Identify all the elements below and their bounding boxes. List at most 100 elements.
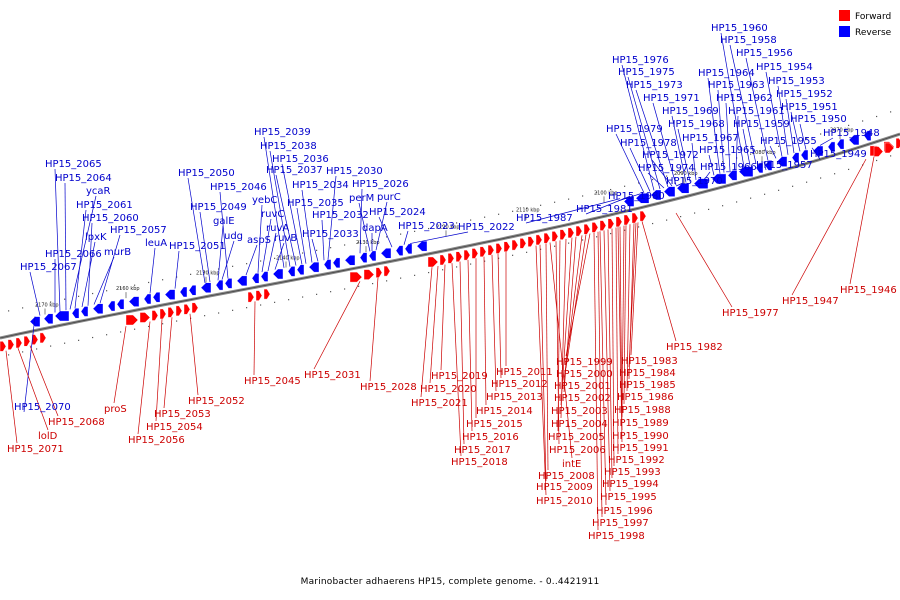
forward-gene-arrow[interactable] (383, 265, 391, 277)
reverse-gene-label[interactable]: HP15_1975 (618, 67, 675, 78)
reverse-gene-arrow[interactable] (663, 186, 676, 197)
forward-gene-arrow[interactable] (503, 241, 511, 252)
reverse-gene-label[interactable]: HP15_1963 (708, 80, 765, 91)
reverse-gene-label[interactable]: HP15_1976 (612, 55, 669, 66)
forward-gene-label[interactable]: HP15_1947 (782, 296, 839, 307)
reverse-gene-label[interactable]: HP15_2070 (14, 402, 71, 413)
forward-gene-label[interactable]: HP15_2018 (451, 457, 508, 468)
reverse-gene-label[interactable]: HP15_1956 (736, 48, 793, 59)
forward-gene-arrow[interactable] (527, 236, 535, 247)
forward-gene-arrow[interactable] (495, 243, 503, 254)
forward-gene-arrow[interactable] (543, 232, 551, 244)
reverse-gene-label[interactable]: galE (213, 216, 235, 227)
reverse-gene-label[interactable]: HP15_2057 (110, 225, 167, 236)
forward-gene-label[interactable]: HP15_1946 (840, 285, 897, 296)
reverse-gene-arrow[interactable] (776, 156, 788, 167)
reverse-gene-label[interactable]: HP15_2024 (369, 207, 426, 218)
forward-gene-arrow[interactable] (255, 290, 263, 301)
forward-gene-arrow[interactable] (599, 220, 607, 231)
forward-gene-label[interactable]: HP15_2000 (556, 369, 613, 380)
forward-gene-arrow[interactable] (583, 224, 591, 235)
reverse-gene-label[interactable]: ruvC (261, 209, 284, 220)
forward-gene-label[interactable]: HP15_1977 (722, 308, 779, 319)
reverse-gene-label[interactable]: yebC (252, 195, 277, 206)
forward-gene-label[interactable]: HP15_2015 (466, 419, 523, 430)
forward-gene-label[interactable]: HP15_1992 (608, 455, 665, 466)
reverse-gene-arrow[interactable] (152, 292, 161, 303)
forward-gene-arrow[interactable] (125, 314, 139, 326)
reverse-gene-arrow[interactable] (308, 261, 320, 273)
reverse-gene-arrow[interactable] (143, 293, 152, 305)
reverse-gene-arrow[interactable] (164, 289, 176, 300)
reverse-gene-label[interactable]: HP15_1971 (643, 93, 700, 104)
forward-gene-label[interactable]: HP15_1982 (666, 342, 723, 353)
forward-gene-label[interactable]: HP15_2003 (551, 406, 608, 417)
forward-gene-label[interactable]: HP15_1996 (596, 506, 653, 517)
reverse-gene-arrow[interactable] (791, 152, 800, 163)
forward-gene-label[interactable]: HP15_2014 (476, 406, 533, 417)
reverse-gene-label[interactable]: ruvA (266, 223, 289, 234)
forward-gene-label[interactable]: proS (104, 404, 127, 415)
reverse-gene-arrow[interactable] (738, 166, 754, 177)
reverse-gene-arrow[interactable] (650, 189, 662, 201)
forward-gene-arrow[interactable] (631, 212, 639, 224)
reverse-gene-label[interactable]: HP15_1954 (756, 62, 813, 73)
reverse-gene-label[interactable]: HP15_2034 (292, 180, 349, 191)
forward-gene-arrow[interactable] (167, 307, 175, 318)
forward-gene-label[interactable]: HP15_1998 (588, 531, 645, 542)
reverse-gene-arrow[interactable] (848, 134, 860, 146)
forward-gene-label[interactable]: HP15_2004 (551, 419, 608, 430)
reverse-gene-label[interactable]: HP15_1980 (608, 191, 665, 202)
reverse-gene-label[interactable]: HP15_1987 (516, 213, 573, 224)
reverse-gene-label[interactable]: HP15_1981 (576, 204, 633, 215)
reverse-gene-label[interactable]: HP15_2067 (20, 262, 77, 273)
reverse-gene-arrow[interactable] (287, 266, 296, 277)
forward-gene-arrow[interactable] (183, 304, 191, 315)
forward-gene-arrow[interactable] (575, 225, 583, 237)
forward-gene-label[interactable]: HP15_1991 (612, 443, 669, 454)
reverse-gene-arrow[interactable] (800, 149, 809, 161)
reverse-gene-label[interactable]: HP15_1959 (733, 119, 790, 130)
reverse-gene-label[interactable]: HP15_2046 (210, 182, 267, 193)
forward-gene-arrow[interactable] (873, 146, 884, 157)
forward-gene-label[interactable]: HP15_1999 (556, 357, 613, 368)
reverse-gene-label[interactable]: HP15_2026 (352, 179, 409, 190)
reverse-gene-arrow[interactable] (116, 299, 125, 310)
reverse-gene-arrow[interactable] (43, 313, 54, 324)
reverse-gene-arrow[interactable] (128, 296, 140, 307)
forward-gene-label[interactable]: HP15_2068 (48, 417, 105, 428)
forward-gene-arrow[interactable] (623, 214, 631, 226)
forward-gene-arrow[interactable] (551, 231, 559, 242)
reverse-gene-arrow[interactable] (836, 138, 845, 150)
forward-gene-arrow[interactable] (471, 248, 479, 259)
forward-gene-arrow[interactable] (519, 238, 527, 249)
reverse-gene-label[interactable]: HP15_1953 (768, 76, 825, 87)
forward-gene-arrow[interactable] (0, 341, 7, 352)
reverse-gene-arrow[interactable] (272, 268, 284, 280)
forward-gene-label[interactable]: HP15_1983 (621, 356, 678, 367)
forward-gene-label[interactable]: HP15_2020 (420, 384, 477, 395)
reverse-gene-arrow[interactable] (92, 303, 104, 314)
reverse-gene-label[interactable]: purC (377, 192, 401, 203)
forward-gene-label[interactable]: HP15_1984 (619, 368, 676, 379)
forward-gene-label[interactable]: HP15_2001 (554, 381, 611, 392)
reverse-gene-label[interactable]: HP15_2065 (45, 159, 102, 170)
forward-gene-label[interactable]: HP15_1994 (602, 479, 659, 490)
forward-gene-arrow[interactable] (23, 336, 31, 347)
reverse-gene-label[interactable]: HP15_2022 (458, 222, 515, 233)
forward-gene-label[interactable]: HP15_2011 (496, 367, 553, 378)
reverse-gene-label[interactable]: HP15_1968 (668, 119, 725, 130)
forward-gene-label[interactable]: HP15_1985 (619, 380, 676, 391)
forward-gene-arrow[interactable] (567, 227, 575, 239)
forward-gene-label[interactable]: HP15_2013 (486, 392, 543, 403)
forward-gene-label[interactable]: HP15_1989 (612, 418, 669, 429)
reverse-gene-arrow[interactable] (344, 255, 356, 266)
forward-gene-arrow[interactable] (463, 249, 471, 261)
reverse-gene-arrow[interactable] (236, 275, 248, 287)
forward-gene-arrow[interactable] (427, 256, 439, 268)
forward-gene-label[interactable]: HP15_2010 (536, 496, 593, 507)
reverse-gene-label[interactable]: HP15_2051 (169, 241, 226, 252)
forward-gene-arrow[interactable] (884, 142, 895, 154)
reverse-gene-arrow[interactable] (260, 271, 269, 282)
reverse-gene-label[interactable]: HP15_1966 (700, 162, 757, 173)
